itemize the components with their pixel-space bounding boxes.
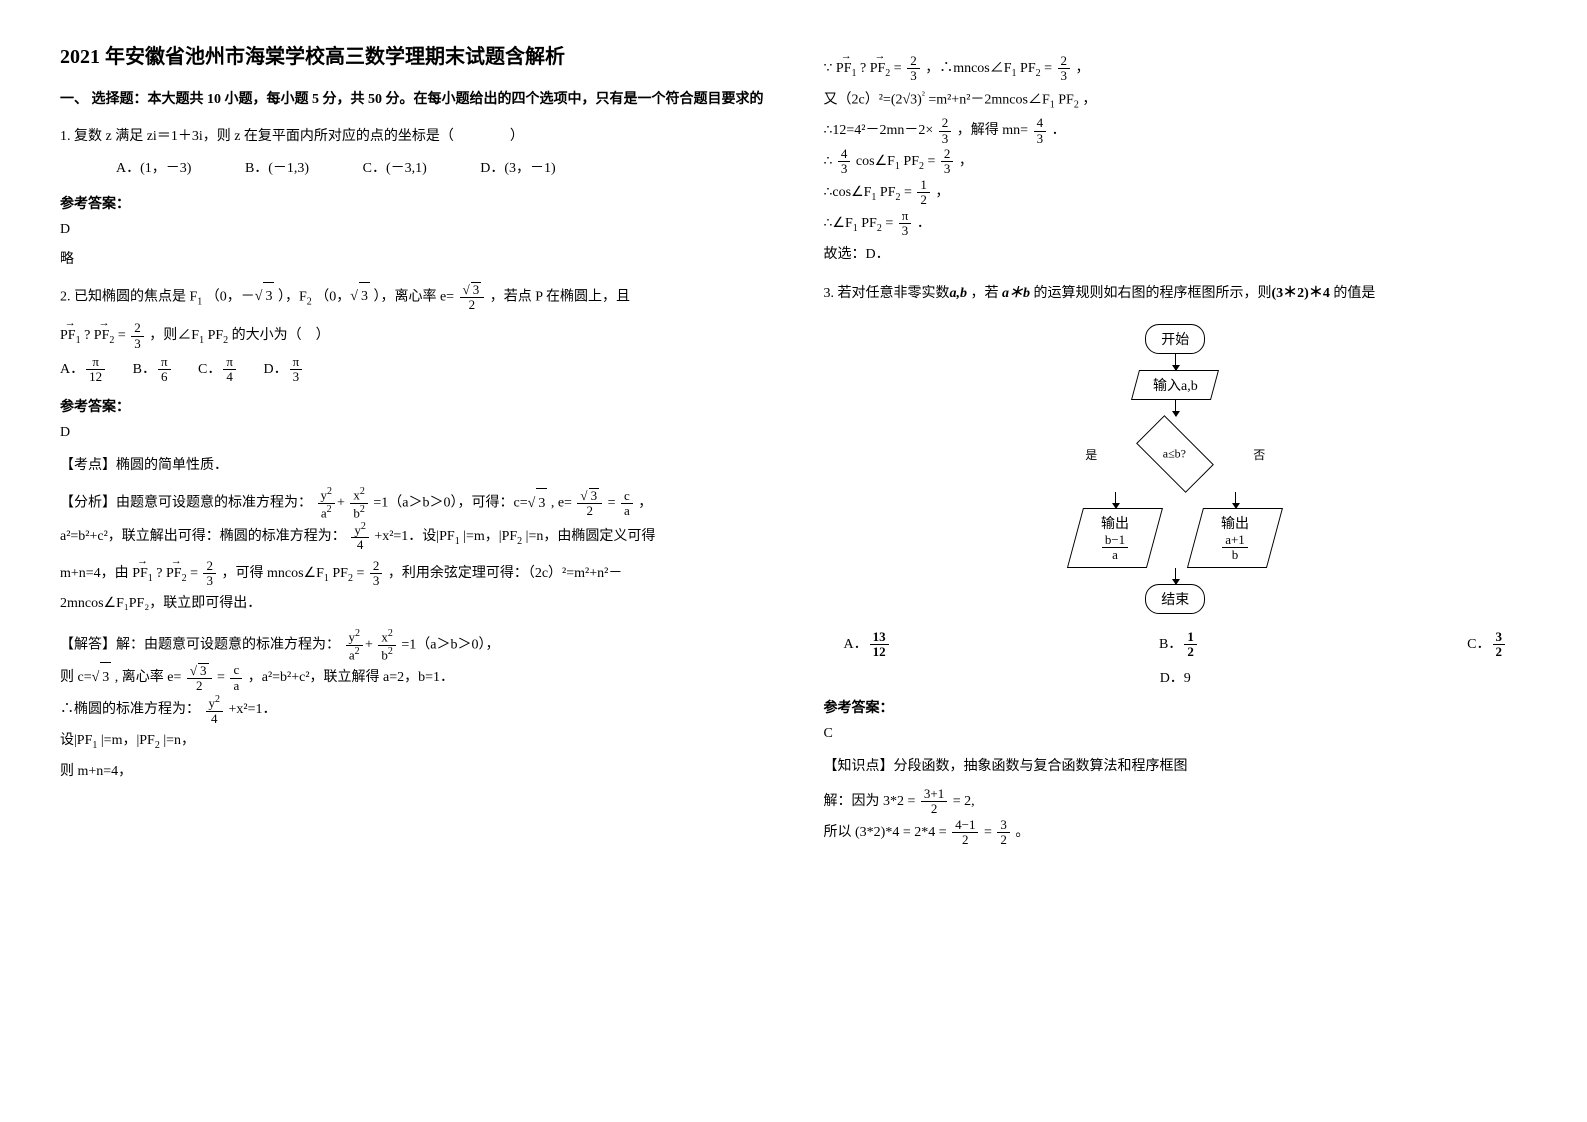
q3-opt-b: B．12 <box>1159 630 1199 661</box>
q1-stem: 1. 复数 z 满足 zi＝1＋3i，则 z 在复平面内所对应的点的坐标是（ ） <box>60 123 764 151</box>
flowchart: 开始 输入a,b a≤b? 是 否 输出 b−1a <box>1045 324 1305 614</box>
fc-yes-label: 是 <box>1085 446 1097 463</box>
q2-answer-label: 参考答案： <box>60 396 764 416</box>
frac: x2b2 <box>350 486 368 520</box>
q2-t: ，若点 P 在椭圆上，且 <box>490 289 630 304</box>
q2-stem-line2: PF1 ? PF2 = 23 ，则∠F1 PF2 的大小为（ ） <box>60 316 764 351</box>
t: 【分析】由题意可设题意的标准方程为： <box>60 496 312 511</box>
vec-pf2: PF2 <box>94 316 115 351</box>
q3-answer-label: 参考答案： <box>824 697 1528 717</box>
q1-opt-a: A．(1，－3) <box>88 155 191 183</box>
fc-arrow <box>1175 354 1176 370</box>
q3-answer: C <box>824 721 1528 746</box>
sqrt-icon <box>255 289 263 304</box>
q2-t: ，则∠F <box>149 328 199 343</box>
question-2: 2. 已知椭圆的焦点是 F1 （0，－3 ），F2 （0，3 ），离心率 e= … <box>60 282 764 386</box>
q2-t: 2. 已知椭圆的焦点是 F <box>60 289 197 304</box>
t: = <box>608 496 616 511</box>
frac: 32 <box>460 282 485 313</box>
q2-opt-b: B．π6 <box>133 355 173 386</box>
t: |=m，|PF <box>463 529 517 544</box>
t: =1（a＞b＞0），可得：c= <box>373 496 527 511</box>
q2-answer: D <box>60 420 764 445</box>
frac: 32 <box>577 488 602 519</box>
frac: ca <box>621 489 633 519</box>
question-3: 3. 若对任意非零实数a,b ，若 a＊b 的运算规则如右图的程序框图所示，则(… <box>824 280 1528 308</box>
fc-start: 开始 <box>1145 324 1205 354</box>
fc-input: 输入a,b <box>1131 370 1219 400</box>
sub: 1 <box>199 335 204 346</box>
fc-decision: a≤b? <box>1136 415 1214 493</box>
q2-t: 的大小为（ ） <box>232 328 330 343</box>
question-1: 1. 复数 z 满足 zi＝1＋3i，则 z 在复平面内所对应的点的坐标是（ ）… <box>60 123 764 183</box>
q1-answer-label: 参考答案： <box>60 193 764 213</box>
fc-arrow <box>1175 568 1176 584</box>
frac: y24 <box>351 521 369 553</box>
q2-t: ? <box>84 328 90 343</box>
sub2: 2 <box>307 296 312 307</box>
t: 2mncos∠F₁PF₂，联立即可得出． <box>60 589 764 620</box>
sqrt3: 3 <box>263 282 274 311</box>
vec-pf1: PF1 <box>60 316 81 351</box>
fc-end: 结束 <box>1145 584 1205 614</box>
frac: 23 <box>131 321 144 351</box>
q3-jie: 解：因为 3*2 = 3+12 = 2, 所以 (3*2)*4 = 2*4 = … <box>824 787 1528 849</box>
sqrt3: 3 <box>359 282 370 311</box>
fc-output-left: 输出 b−1a <box>1067 508 1163 568</box>
fc-no-label: 否 <box>1253 446 1265 463</box>
t: |=n，由椭圆定义可得 <box>526 529 656 544</box>
document-title: 2021 年安徽省池州市海棠学校高三数学理期末试题含解析 <box>60 40 764 69</box>
q2-stem-line1: 2. 已知椭圆的焦点是 F1 （0，－3 ），F2 （0，3 ），离心率 e= … <box>60 282 764 313</box>
q2-opt-d: D．π3 <box>263 355 304 386</box>
q3-zhishi: 【知识点】分段函数，抽象函数与复合函数算法和程序框图 <box>824 754 1528 779</box>
q2-t: （0， <box>315 289 350 304</box>
q1-options: A．(1，－3) B．(－1,3) C．(－3,1) D．(3，－1) <box>60 155 764 183</box>
q1-opt-b: B．(－1,3) <box>217 155 309 183</box>
t: , e= <box>551 496 572 511</box>
fc-output-right: 输出 a+1b <box>1187 508 1283 568</box>
t: +x²=1．设|PF <box>374 529 454 544</box>
q2-t: （0，－ <box>206 289 255 304</box>
q2-t: = <box>118 328 126 343</box>
q3-options: A．1312 B．12 C．32 <box>824 630 1528 661</box>
t: ， <box>638 496 652 511</box>
q1-opt-d: D．(3，－1) <box>452 155 555 183</box>
frac: y2a2 <box>318 486 336 520</box>
q2-t: ），离心率 e= <box>373 289 454 304</box>
q2-fenxi: 【分析】由题意可设题意的标准方程为： y2a2+ x2b2 =1（a＞b＞0），… <box>60 486 764 620</box>
q1-answer: D <box>60 217 764 242</box>
q2-jieda: 【解答】解：由题意可设题意的标准方程为： y2a2+ x2b2 =1（a＞b＞0… <box>60 628 764 788</box>
q2-options: A．π12 B．π6 C．π4 D．π3 <box>60 355 764 386</box>
q1-opt-c: C．(－3,1) <box>335 155 427 183</box>
q2-kaodian: 【考点】椭圆的简单性质． <box>60 453 764 478</box>
t: m+n=4，由 <box>60 566 129 581</box>
q3-opt-a: A．1312 <box>844 630 891 661</box>
t: a²=b²+c²，联立解出可得：椭圆的标准方程为： <box>60 529 346 544</box>
q2-opt-a: A．π12 <box>60 355 107 386</box>
q2-jieda-cont: ∵ PF1 ? PF2 = 23 ，∴mncos∠F1 PF2 = 23 ， 又… <box>824 48 1528 270</box>
q2-t: PF <box>208 328 224 343</box>
sqrt-icon <box>350 289 358 304</box>
q1-lue: 略 <box>60 247 764 272</box>
section-heading: 一、 选择题：本大题共 10 小题，每小题 5 分，共 50 分。在每小题给出的… <box>60 89 764 111</box>
sub: 2 <box>223 335 228 346</box>
q3-opt-c: C．32 <box>1467 630 1507 661</box>
q2-t: ），F <box>278 289 307 304</box>
fc-arrow <box>1175 400 1176 416</box>
sub1: 1 <box>197 296 202 307</box>
q2-opt-c: C．π4 <box>198 355 238 386</box>
q3-opt-d: D．9 <box>824 667 1528 687</box>
